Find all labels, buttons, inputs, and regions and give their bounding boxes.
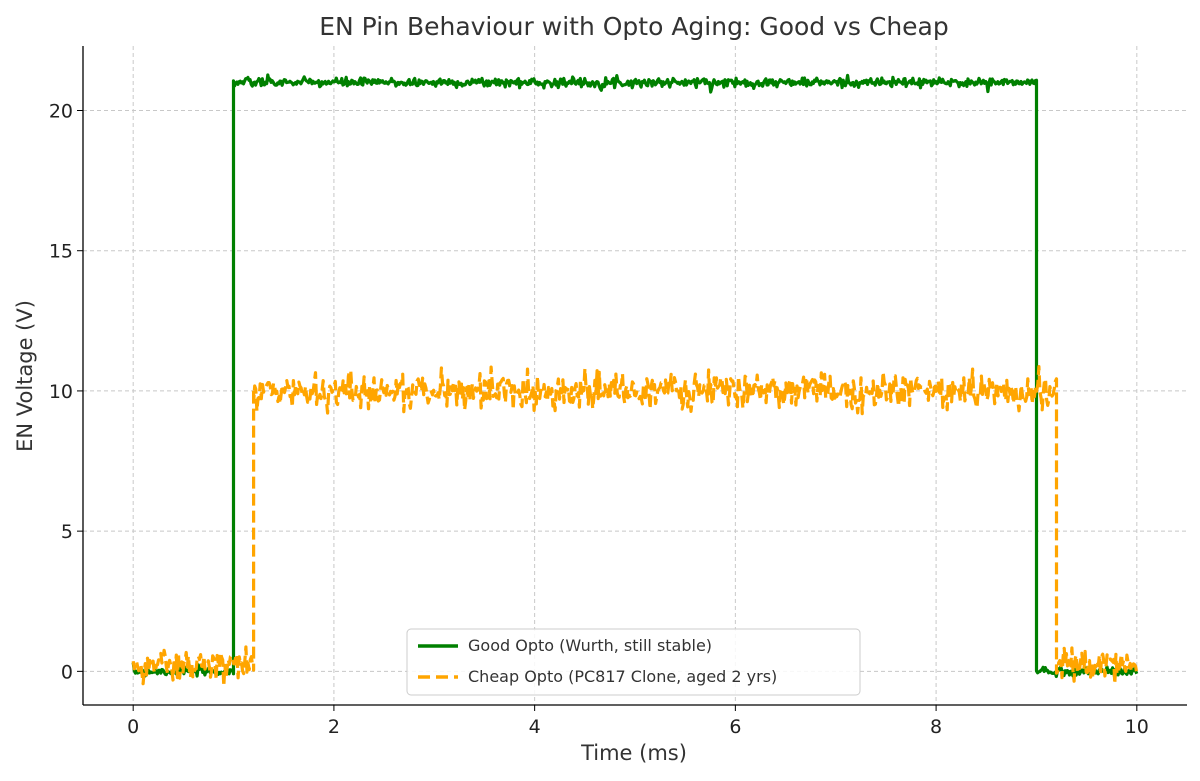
grid — [83, 46, 1187, 705]
y-tick-label: 15 — [49, 241, 73, 263]
x-tick-label: 0 — [127, 716, 139, 738]
x-tick-label: 4 — [529, 716, 541, 738]
legend-box — [406, 628, 861, 696]
chart-title: EN Pin Behaviour with Opto Aging: Good v… — [319, 12, 949, 41]
y-axis-label: EN Voltage (V) — [13, 300, 37, 452]
legend-label-cheap-opto: Cheap Opto (PC817 Clone, aged 2 yrs) — [468, 667, 777, 686]
ticks: 0 2 4 6 8 10 0 5 10 15 20 — [49, 100, 1149, 738]
legend: Good Opto (Wurth, still stable) Cheap Op… — [406, 628, 861, 696]
legend-label-good-opto: Good Opto (Wurth, still stable) — [468, 636, 712, 655]
x-tick-label: 8 — [930, 716, 942, 738]
y-tick-label: 5 — [61, 521, 73, 543]
x-tick-label: 10 — [1125, 716, 1149, 738]
x-tick-label: 2 — [328, 716, 340, 738]
x-axis-label: Time (ms) — [580, 741, 687, 765]
series-line-cheap-opto — [131, 365, 1139, 688]
y-tick-label: 10 — [49, 381, 73, 403]
x-tick-label: 6 — [729, 716, 741, 738]
series-line-good-opto — [131, 73, 1139, 681]
axes — [82, 46, 1187, 706]
y-tick-label: 20 — [49, 100, 73, 122]
series-group — [131, 73, 1139, 688]
y-tick-label: 0 — [61, 661, 73, 683]
